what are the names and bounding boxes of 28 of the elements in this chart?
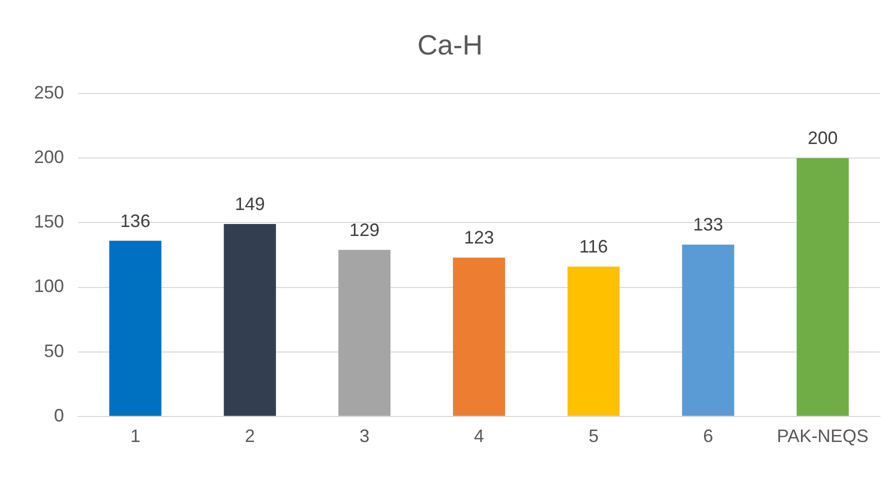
bar [109,240,162,416]
y-tick-label: 200 [34,147,64,168]
data-label: 116 [579,236,608,257]
y-tick-label: 100 [34,276,64,296]
data-label: 123 [464,228,494,248]
bar [796,158,849,416]
x-tick-label: PAK-NEQS [776,426,869,446]
y-tick-label: 50 [44,340,64,361]
data-label: 149 [234,194,265,214]
data-label: 129 [349,220,380,240]
x-tick-label: 3 [359,426,370,446]
chart-title: Ca-H [417,30,483,61]
x-tick-label: 1 [130,426,140,446]
x-tick-label: 6 [703,426,714,446]
y-tick-label: 250 [34,82,64,103]
y-tick-label: 150 [34,212,64,232]
x-tick-label: 5 [588,426,599,446]
bar [224,224,276,416]
x-tick-label: 2 [244,426,255,446]
data-label: 133 [693,214,724,235]
bar [338,250,391,416]
bar [452,258,506,416]
data-label: 136 [120,210,150,231]
bar [568,266,620,416]
bar [682,244,734,416]
data-label: 200 [808,128,838,148]
x-tick-label: 4 [474,426,484,446]
y-tick-label: 0 [54,405,64,426]
